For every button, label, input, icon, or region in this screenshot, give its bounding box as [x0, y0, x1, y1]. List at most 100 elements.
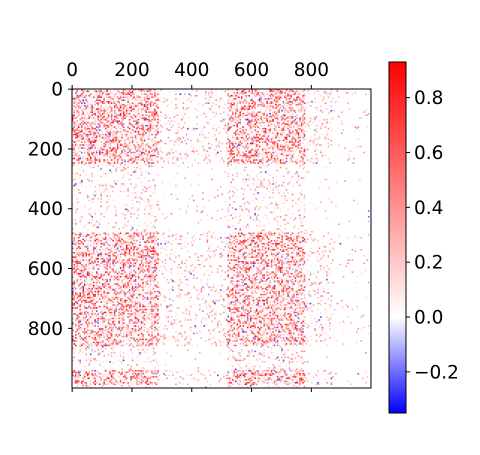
heatmap-cell — [252, 183, 255, 185]
heatmap-cell — [196, 210, 198, 212]
heatmap-cell — [176, 157, 179, 160]
heatmap-cell — [85, 150, 87, 152]
heatmap-cell — [100, 193, 102, 196]
heatmap-cell — [89, 109, 92, 112]
heatmap-cell — [82, 129, 85, 131]
heatmap-cell — [202, 145, 204, 148]
heatmap-cell — [309, 159, 312, 161]
heatmap-cell — [97, 132, 99, 134]
heatmap-cell — [110, 151, 113, 154]
heatmap-cell — [287, 145, 289, 148]
heatmap-cell — [255, 139, 258, 142]
heatmap-cell — [258, 232, 261, 235]
heatmap-cell — [148, 111, 150, 113]
heatmap-cell — [136, 142, 138, 145]
heatmap-cell — [273, 156, 276, 158]
heatmap-cell — [112, 154, 114, 157]
heatmap-cell — [300, 103, 303, 106]
heatmap-cell — [109, 153, 111, 155]
heatmap-cell — [297, 124, 300, 127]
heatmap-cell — [297, 210, 300, 212]
heatmap-cell — [291, 118, 294, 121]
heatmap-cell — [230, 148, 233, 151]
heatmap-cell — [95, 117, 98, 119]
heatmap-cell — [77, 201, 80, 203]
heatmap-cell — [89, 111, 92, 113]
heatmap-cell — [287, 102, 289, 104]
heatmap-cell — [236, 172, 238, 175]
heatmap-cell — [88, 234, 90, 236]
heatmap-cell — [320, 126, 322, 128]
heatmap-cell — [252, 219, 255, 221]
heatmap-cell — [173, 163, 176, 166]
heatmap-cell — [258, 145, 261, 148]
heatmap-cell — [107, 166, 110, 169]
heatmap-cell — [217, 112, 219, 115]
heatmap-cell — [113, 205, 116, 208]
heatmap-cell — [72, 151, 74, 154]
heatmap-cell — [341, 132, 343, 134]
heatmap-cell — [88, 90, 90, 93]
heatmap-cell — [110, 93, 113, 96]
heatmap-cell — [261, 157, 264, 160]
heatmap-cell — [124, 166, 126, 169]
heatmap-cell — [273, 226, 276, 229]
heatmap-cell — [140, 150, 143, 152]
heatmap-cell — [175, 106, 177, 109]
heatmap-cell — [237, 136, 240, 139]
heatmap-cell — [276, 216, 279, 218]
heatmap-cell — [74, 114, 77, 116]
heatmap-cell — [205, 115, 207, 118]
heatmap-cell — [130, 162, 132, 164]
heatmap-cell — [261, 138, 264, 140]
heatmap-cell — [276, 186, 279, 188]
heatmap-cell — [149, 144, 152, 146]
heatmap-cell — [260, 160, 262, 163]
heatmap-cell — [282, 121, 285, 124]
heatmap-cell — [92, 144, 95, 146]
heatmap-cell — [184, 237, 186, 239]
heatmap-cell — [127, 171, 129, 173]
heatmap-cell — [170, 193, 173, 196]
heatmap-cell — [110, 91, 113, 94]
heatmap-cell — [302, 159, 304, 161]
heatmap-cell — [106, 184, 108, 187]
heatmap-cell — [92, 115, 95, 118]
heatmap-cell — [133, 120, 135, 122]
heatmap-cell — [249, 105, 252, 107]
heatmap-cell — [311, 157, 313, 160]
heatmap-cell — [133, 93, 135, 96]
heatmap-cell — [112, 97, 114, 100]
heatmap-cell — [263, 94, 265, 97]
heatmap-cell — [107, 120, 110, 122]
heatmap-cell — [182, 115, 185, 118]
heatmap-cell — [291, 160, 294, 163]
heatmap-cell — [255, 94, 258, 97]
heatmap-cell — [95, 156, 98, 158]
heatmap-cell — [104, 232, 107, 235]
heatmap-cell — [272, 102, 274, 104]
heatmap-cell — [276, 220, 279, 223]
heatmap-cell — [119, 169, 122, 172]
heatmap-cell — [276, 207, 279, 209]
heatmap-cell — [228, 153, 231, 155]
heatmap-cell — [257, 151, 259, 154]
heatmap-cell — [258, 121, 261, 124]
heatmap-cell — [275, 214, 277, 217]
heatmap-cell — [76, 123, 79, 125]
heatmap-cell — [134, 196, 137, 199]
heatmap-cell — [122, 99, 125, 102]
heatmap-cell — [255, 154, 258, 157]
heatmap-cell — [89, 214, 92, 217]
heatmap-cell — [284, 151, 286, 154]
heatmap-cell — [273, 234, 276, 236]
heatmap-cell — [91, 148, 93, 151]
heatmap-cell — [80, 232, 83, 235]
heatmap-cell — [267, 144, 270, 146]
heatmap-cell — [113, 142, 116, 145]
heatmap-cell — [263, 93, 265, 96]
heatmap-cell — [338, 223, 340, 226]
heatmap-cell — [85, 127, 87, 130]
heatmap-cell — [290, 123, 292, 125]
